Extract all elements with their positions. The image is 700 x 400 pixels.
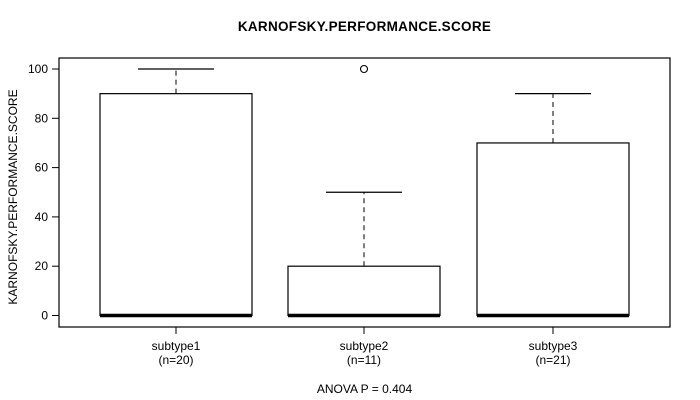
iqr-box <box>99 93 253 317</box>
y-axis-title: KARNOFSKY.PERFORMANCE.SCORE <box>6 89 20 305</box>
y-tick-label: 100 <box>28 62 48 76</box>
y-tick-label: 40 <box>35 210 49 224</box>
iqr-box <box>476 142 630 317</box>
iqr-box <box>287 265 441 317</box>
x-tick-sublabel: (n=11) <box>347 353 381 367</box>
outlier-point <box>359 64 369 74</box>
x-tick-sublabel: (n=20) <box>158 353 193 367</box>
y-tick-label: 80 <box>35 111 49 125</box>
anova-annotation: ANOVA P = 0.404 <box>316 382 413 396</box>
x-tick-label: subtype3 <box>529 339 578 353</box>
x-tick-sublabel: (n=21) <box>535 353 570 367</box>
chart-title: KARNOFSKY.PERFORMANCE.SCORE <box>237 19 492 34</box>
x-tick-label: subtype1 <box>152 339 201 353</box>
x-tick-label: subtype2 <box>340 339 389 353</box>
y-tick-label: 60 <box>35 161 49 175</box>
y-tick-label: 0 <box>41 309 48 323</box>
y-tick-label: 20 <box>35 259 49 273</box>
